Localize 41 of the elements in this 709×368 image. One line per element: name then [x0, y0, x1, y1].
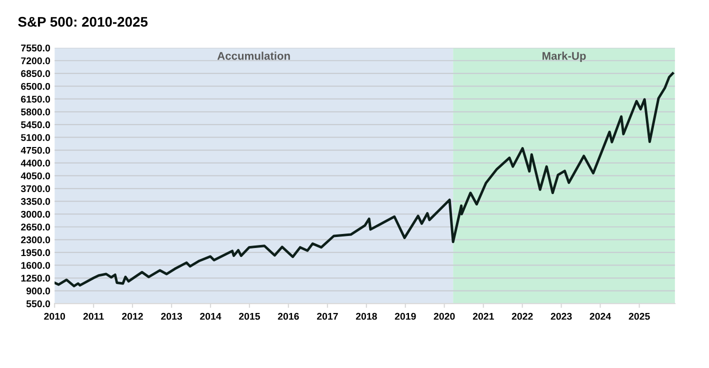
y-tick-label: 3700.0 [20, 185, 50, 192]
y-tick-label: 6500.0 [21, 82, 50, 90]
x-tick-label: 2024 [590, 312, 612, 320]
y-tick-label: 5450.0 [20, 121, 50, 128]
y-tick-label: 6150.0 [21, 96, 50, 103]
x-tick-label: 2020 [434, 312, 455, 320]
y-tick-label: 1600.0 [21, 262, 50, 269]
band-label: Mark-Up [542, 52, 586, 62]
y-tick-label: 4750.0 [20, 146, 50, 154]
y-tick-label: 5800.0 [20, 108, 50, 116]
x-tick-label: 2015 [238, 312, 260, 320]
y-tick-label: 3000.0 [20, 210, 50, 218]
y-tick-label: 2650.0 [21, 224, 50, 230]
y-tick-label: 1250.0 [21, 274, 50, 282]
y-tick-label: 7550.0 [21, 44, 50, 52]
chart-title: S&P 500: 2010-2025 [18, 16, 148, 27]
x-tick-label: 2016 [278, 312, 299, 320]
x-tick-label: 2021 [472, 312, 494, 320]
x-tick-label: 2017 [317, 312, 338, 320]
line-series [54, 72, 674, 288]
x-tick-label: 2011 [83, 312, 104, 320]
y-tick-label: 4400.0 [20, 160, 50, 167]
y-tick-label: 2300.0 [21, 236, 50, 244]
y-tick-label: 900.0 [26, 288, 50, 294]
x-tick-label: 2014 [200, 312, 222, 320]
x-tick-label: 2025 [628, 312, 650, 320]
y-tick-label: 6850.0 [21, 70, 50, 78]
x-tick-label: 2018 [356, 312, 377, 320]
x-tick-label: 2013 [161, 312, 182, 320]
x-tick-label: 2019 [394, 312, 416, 320]
y-tick-label: 5100.0 [20, 134, 50, 141]
x-tick-label: 2010 [44, 312, 66, 320]
band-label: Accumulation [217, 52, 290, 60]
x-tick-label: 2012 [122, 312, 143, 320]
y-tick-label: 3350.0 [20, 198, 50, 205]
y-tick-label: 1950.0 [21, 249, 50, 256]
y-tick-label: 7200.0 [21, 57, 50, 64]
y-tick-label: 4050.0 [20, 172, 50, 180]
x-tick-label: 2023 [550, 312, 572, 320]
y-tick-label: 550.0 [26, 300, 50, 308]
x-tick-label: 2022 [512, 312, 533, 320]
